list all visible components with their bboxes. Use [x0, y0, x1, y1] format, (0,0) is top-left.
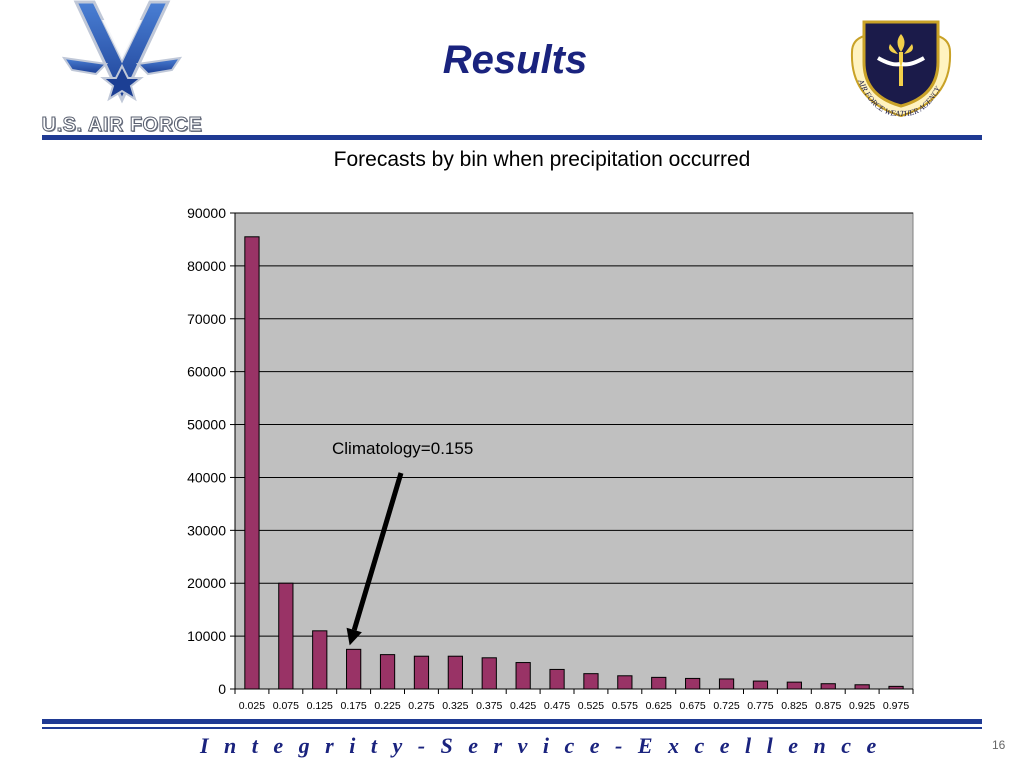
bar-0.925 [854, 684, 870, 690]
bar-0.625 [651, 676, 667, 690]
y-tick-label: 10000 [187, 628, 226, 644]
bar-0.525 [583, 673, 599, 690]
footer-motto: I n t e g r i t y - S e r v i c e - E x … [200, 733, 882, 758]
bar-0.025 [244, 236, 260, 690]
bar-0.175 [346, 648, 362, 690]
bar-0.975 [888, 685, 904, 690]
footer-rule [42, 719, 982, 724]
bar-chart-svg: Forecasts by bin when precipitation occu… [187, 148, 914, 712]
x-tick-label: 0.675 [680, 700, 706, 712]
x-tick-label: 0.125 [307, 700, 333, 712]
bar-0.225 [379, 654, 396, 690]
x-tick-label: 0.225 [374, 700, 400, 712]
bar-0.725 [718, 678, 735, 690]
bar-0.325 [447, 655, 463, 690]
bar-0.475 [549, 668, 565, 690]
y-tick-label: 0 [218, 681, 226, 697]
bar-0.275 [413, 655, 430, 690]
x-tick-label: 0.025 [239, 700, 265, 712]
x-tick-label: 0.475 [544, 700, 570, 712]
y-tick-label: 30000 [187, 522, 226, 538]
bar-0.375 [481, 657, 497, 690]
x-tick-label: 0.375 [476, 700, 502, 712]
annotation-arrow-shaft [351, 472, 404, 631]
y-tick-label: 70000 [187, 311, 226, 327]
climatology-annotation: Climatology=0.155 [332, 439, 473, 458]
x-tick-label: 0.975 [883, 700, 909, 712]
x-tick-label: 0.575 [612, 700, 638, 712]
x-tick-label: 0.625 [646, 700, 672, 712]
y-tick-label: 50000 [187, 417, 226, 433]
header-rule [42, 135, 982, 140]
x-tick-label: 0.775 [747, 700, 773, 712]
bar-0.675 [685, 677, 701, 690]
afwa-shield-logo: AIR FORCE WEATHER AGENCY [842, 12, 960, 118]
page-number: 16 [992, 738, 1006, 752]
bar-0.575 [617, 675, 633, 690]
x-tick-label: 0.175 [341, 700, 367, 712]
chart-title: Forecasts by bin when precipitation occu… [334, 148, 751, 171]
forecast-bin-chart: Forecasts by bin when precipitation occu… [0, 140, 1024, 720]
y-tick-label: 40000 [187, 469, 226, 485]
slide-title: Results [442, 38, 588, 82]
bar-0.825 [786, 681, 802, 690]
x-tick-label: 0.725 [713, 700, 739, 712]
annotation-arrow-head [346, 627, 362, 646]
x-tick-label: 0.525 [578, 700, 604, 712]
y-tick-label: 60000 [187, 364, 226, 380]
x-tick-label: 0.075 [273, 700, 299, 712]
plot-area [234, 212, 914, 690]
bar-0.075 [278, 582, 294, 690]
footer-rule-thin [42, 727, 982, 729]
air-force-wings-icon [61, 0, 183, 104]
x-tick-label: 0.275 [408, 700, 434, 712]
x-tick-label: 0.425 [510, 700, 536, 712]
x-tick-label: 0.825 [781, 700, 807, 712]
x-tick-label: 0.875 [815, 700, 841, 712]
x-tick-label: 0.325 [442, 700, 468, 712]
bar-0.425 [515, 662, 531, 690]
us-air-force-logo: U.S. AIR FORCE [36, 0, 208, 140]
bar-0.775 [752, 680, 769, 690]
y-tick-label: 20000 [187, 575, 226, 591]
logo-wordmark: U.S. AIR FORCE [41, 114, 203, 137]
bar-0.875 [820, 683, 836, 690]
y-tick-label: 80000 [187, 258, 226, 274]
y-tick-label: 90000 [187, 205, 226, 221]
x-tick-label: 0.925 [849, 700, 875, 712]
bar-0.125 [312, 630, 328, 690]
